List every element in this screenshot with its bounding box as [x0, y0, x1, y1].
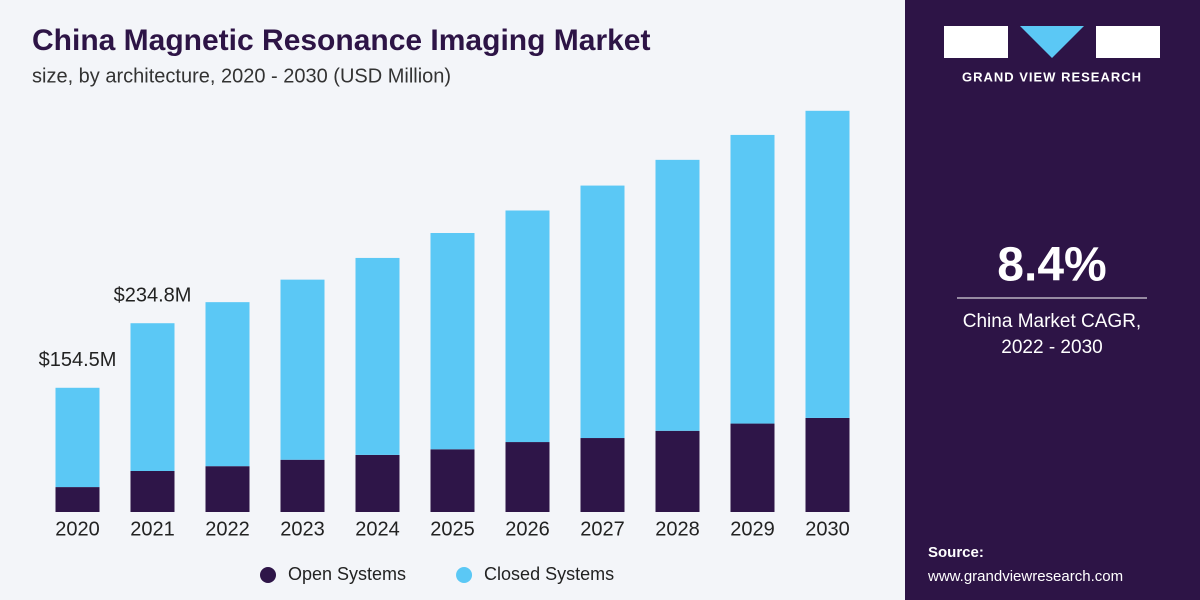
x-tick-label: 2020 [55, 518, 100, 540]
x-tick-label: 2022 [205, 518, 250, 540]
bar-segment [730, 423, 775, 512]
bar-segment [55, 487, 100, 512]
bar-segment [130, 470, 175, 512]
bar-segment [580, 185, 625, 439]
cagr-value: 8.4% [997, 239, 1106, 292]
total-label: $234.8M [114, 285, 192, 307]
x-tick-label: 2021 [130, 518, 175, 540]
legend-label: Closed Systems [484, 564, 614, 584]
x-tick-label: 2024 [355, 518, 400, 540]
bar-segment [655, 430, 700, 512]
logo-block [944, 26, 1008, 58]
x-tick-label: 2023 [280, 518, 325, 540]
x-tick-label: 2026 [505, 518, 550, 540]
bar-segment [805, 110, 850, 418]
source-label: Source: [928, 544, 984, 561]
side-panel [905, 0, 1200, 600]
bar-segment [130, 323, 175, 471]
x-tick-label: 2027 [580, 518, 625, 540]
logo-block [1096, 26, 1160, 58]
bar-segment [505, 442, 550, 512]
logo-triangle [1020, 26, 1084, 58]
legend-swatch [456, 567, 473, 583]
x-tick-label: 2028 [655, 518, 700, 540]
chart-title: China Magnetic Resonance Imaging Market [32, 24, 650, 57]
bar-segment [205, 302, 250, 467]
bar-segment [655, 159, 700, 431]
brand: GRAND VIEW RESEARCH [962, 69, 1142, 84]
legend-label: Open Systems [288, 564, 406, 584]
bar-segment [355, 257, 400, 455]
bar-segment [55, 387, 100, 488]
bar-segment [280, 459, 325, 512]
bar-segment [280, 279, 325, 460]
bar-segment [805, 417, 850, 512]
cagr-label: 2022 - 2030 [1001, 337, 1102, 358]
x-tick-label: 2030 [805, 518, 850, 540]
x-tick-label: 2029 [730, 518, 775, 540]
source-url: www.grandviewresearch.com [927, 568, 1123, 585]
x-tick-label: 2025 [430, 518, 475, 540]
cagr-label: China Market CAGR, [963, 311, 1141, 332]
bar-segment [730, 134, 775, 424]
legend-swatch [260, 567, 276, 583]
chart-subtitle: size, by architecture, 2020 - 2030 (USD … [32, 65, 451, 87]
bar-segment [355, 454, 400, 512]
bar-segment [430, 233, 475, 450]
total-label: $154.5M [39, 349, 117, 371]
bar-segment [205, 466, 250, 512]
logo [944, 26, 1160, 58]
bar-segment [580, 438, 625, 512]
bar-segment [505, 210, 550, 443]
bar-segment [430, 449, 475, 512]
